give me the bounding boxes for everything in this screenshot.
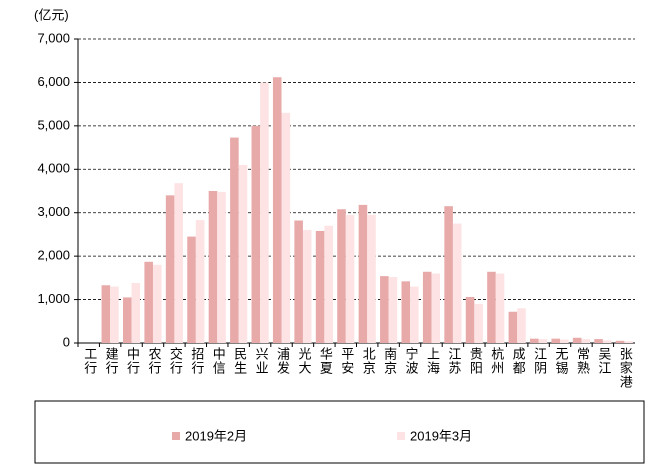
x-tick-label: 华夏 <box>317 347 333 375</box>
bar <box>538 339 548 343</box>
bar <box>294 220 303 343</box>
x-tick-label: 农行 <box>145 347 161 375</box>
bar <box>122 297 132 343</box>
x-tick-label: 中行 <box>124 347 140 375</box>
bar <box>238 164 248 343</box>
x-tick-label: 工行 <box>81 347 97 375</box>
bar <box>358 204 368 343</box>
legend-swatch <box>397 432 405 440</box>
bar <box>422 271 432 343</box>
bar <box>281 112 291 343</box>
bar <box>195 220 205 343</box>
x-tick-label: 成都 <box>510 347 526 375</box>
bar <box>208 191 218 343</box>
bar <box>388 276 398 343</box>
bar <box>152 264 162 343</box>
bar <box>517 308 526 343</box>
x-tick-label: 江苏 <box>445 347 461 375</box>
bar <box>367 214 376 343</box>
y-tick-label: 7,000 <box>37 30 70 45</box>
bar <box>165 195 175 343</box>
bar <box>272 77 282 344</box>
x-tick-label: 吴江 <box>595 347 611 375</box>
x-tick-label: 北京 <box>360 347 376 375</box>
bar <box>251 125 261 343</box>
bar <box>131 283 141 343</box>
y-tick-label: 3,000 <box>37 204 70 219</box>
legend-box <box>34 400 645 464</box>
bar <box>345 214 355 343</box>
bar <box>530 338 539 343</box>
bar <box>444 206 453 343</box>
bar <box>410 286 419 343</box>
bar <box>487 271 496 343</box>
bar <box>174 183 183 343</box>
y-tick-label: 5,000 <box>37 117 70 132</box>
legend-label: 2019年3月 <box>410 428 472 443</box>
y-tick-label: 2,000 <box>37 248 70 263</box>
bar <box>101 285 111 343</box>
bar <box>474 303 483 343</box>
bar <box>581 339 591 343</box>
x-tick-label: 交行 <box>167 346 183 375</box>
x-tick-label: 中信 <box>210 347 226 375</box>
x-tick-label: 南京 <box>381 346 397 375</box>
x-tick-label: 宁波 <box>403 346 419 375</box>
y-tick-label: 1,000 <box>37 291 70 306</box>
bar <box>572 337 582 343</box>
bar <box>302 230 312 343</box>
unit-label: (亿元) <box>34 7 69 22</box>
bar <box>431 273 441 343</box>
bar <box>594 339 603 343</box>
bar <box>110 286 119 343</box>
bar <box>324 225 333 343</box>
bar <box>401 281 411 343</box>
bar <box>551 338 561 343</box>
legend-swatch <box>172 432 180 440</box>
bar <box>495 273 505 343</box>
bar <box>230 137 239 343</box>
bar <box>187 236 196 343</box>
x-tick-label: 张家港 <box>617 347 633 389</box>
bar <box>602 340 612 343</box>
bar <box>144 261 153 343</box>
y-tick-label: 6,000 <box>37 74 70 89</box>
x-tick-label: 杭州 <box>488 347 504 375</box>
x-tick-label: 平安 <box>338 347 354 375</box>
x-tick-label: 常熟 <box>574 347 590 375</box>
x-tick-label: 贵阳 <box>467 347 483 375</box>
bar <box>452 223 462 343</box>
bar <box>465 296 475 343</box>
x-tick-label: 江阴 <box>531 347 547 375</box>
x-tick-label: 上海 <box>424 347 440 375</box>
x-tick-label: 无锡 <box>553 347 569 375</box>
x-tick-label: 招行 <box>188 347 204 375</box>
bar <box>624 341 633 343</box>
bar <box>615 340 625 343</box>
bar <box>315 230 325 343</box>
x-tick-label: 光大 <box>295 347 311 375</box>
bar <box>217 191 226 343</box>
x-tick-label: 民生 <box>231 347 247 375</box>
bar <box>380 276 389 343</box>
bar <box>260 82 269 343</box>
bar <box>560 339 569 343</box>
x-tick-label: 建行 <box>103 347 119 375</box>
bar <box>337 209 346 343</box>
x-tick-label: 浦发 <box>274 347 290 375</box>
bar <box>508 311 518 343</box>
y-tick-label: 4,000 <box>37 161 70 176</box>
x-tick-label: 兴业 <box>253 347 269 375</box>
y-tick-label: 0 <box>63 334 70 349</box>
legend-label: 2019年2月 <box>185 428 247 443</box>
